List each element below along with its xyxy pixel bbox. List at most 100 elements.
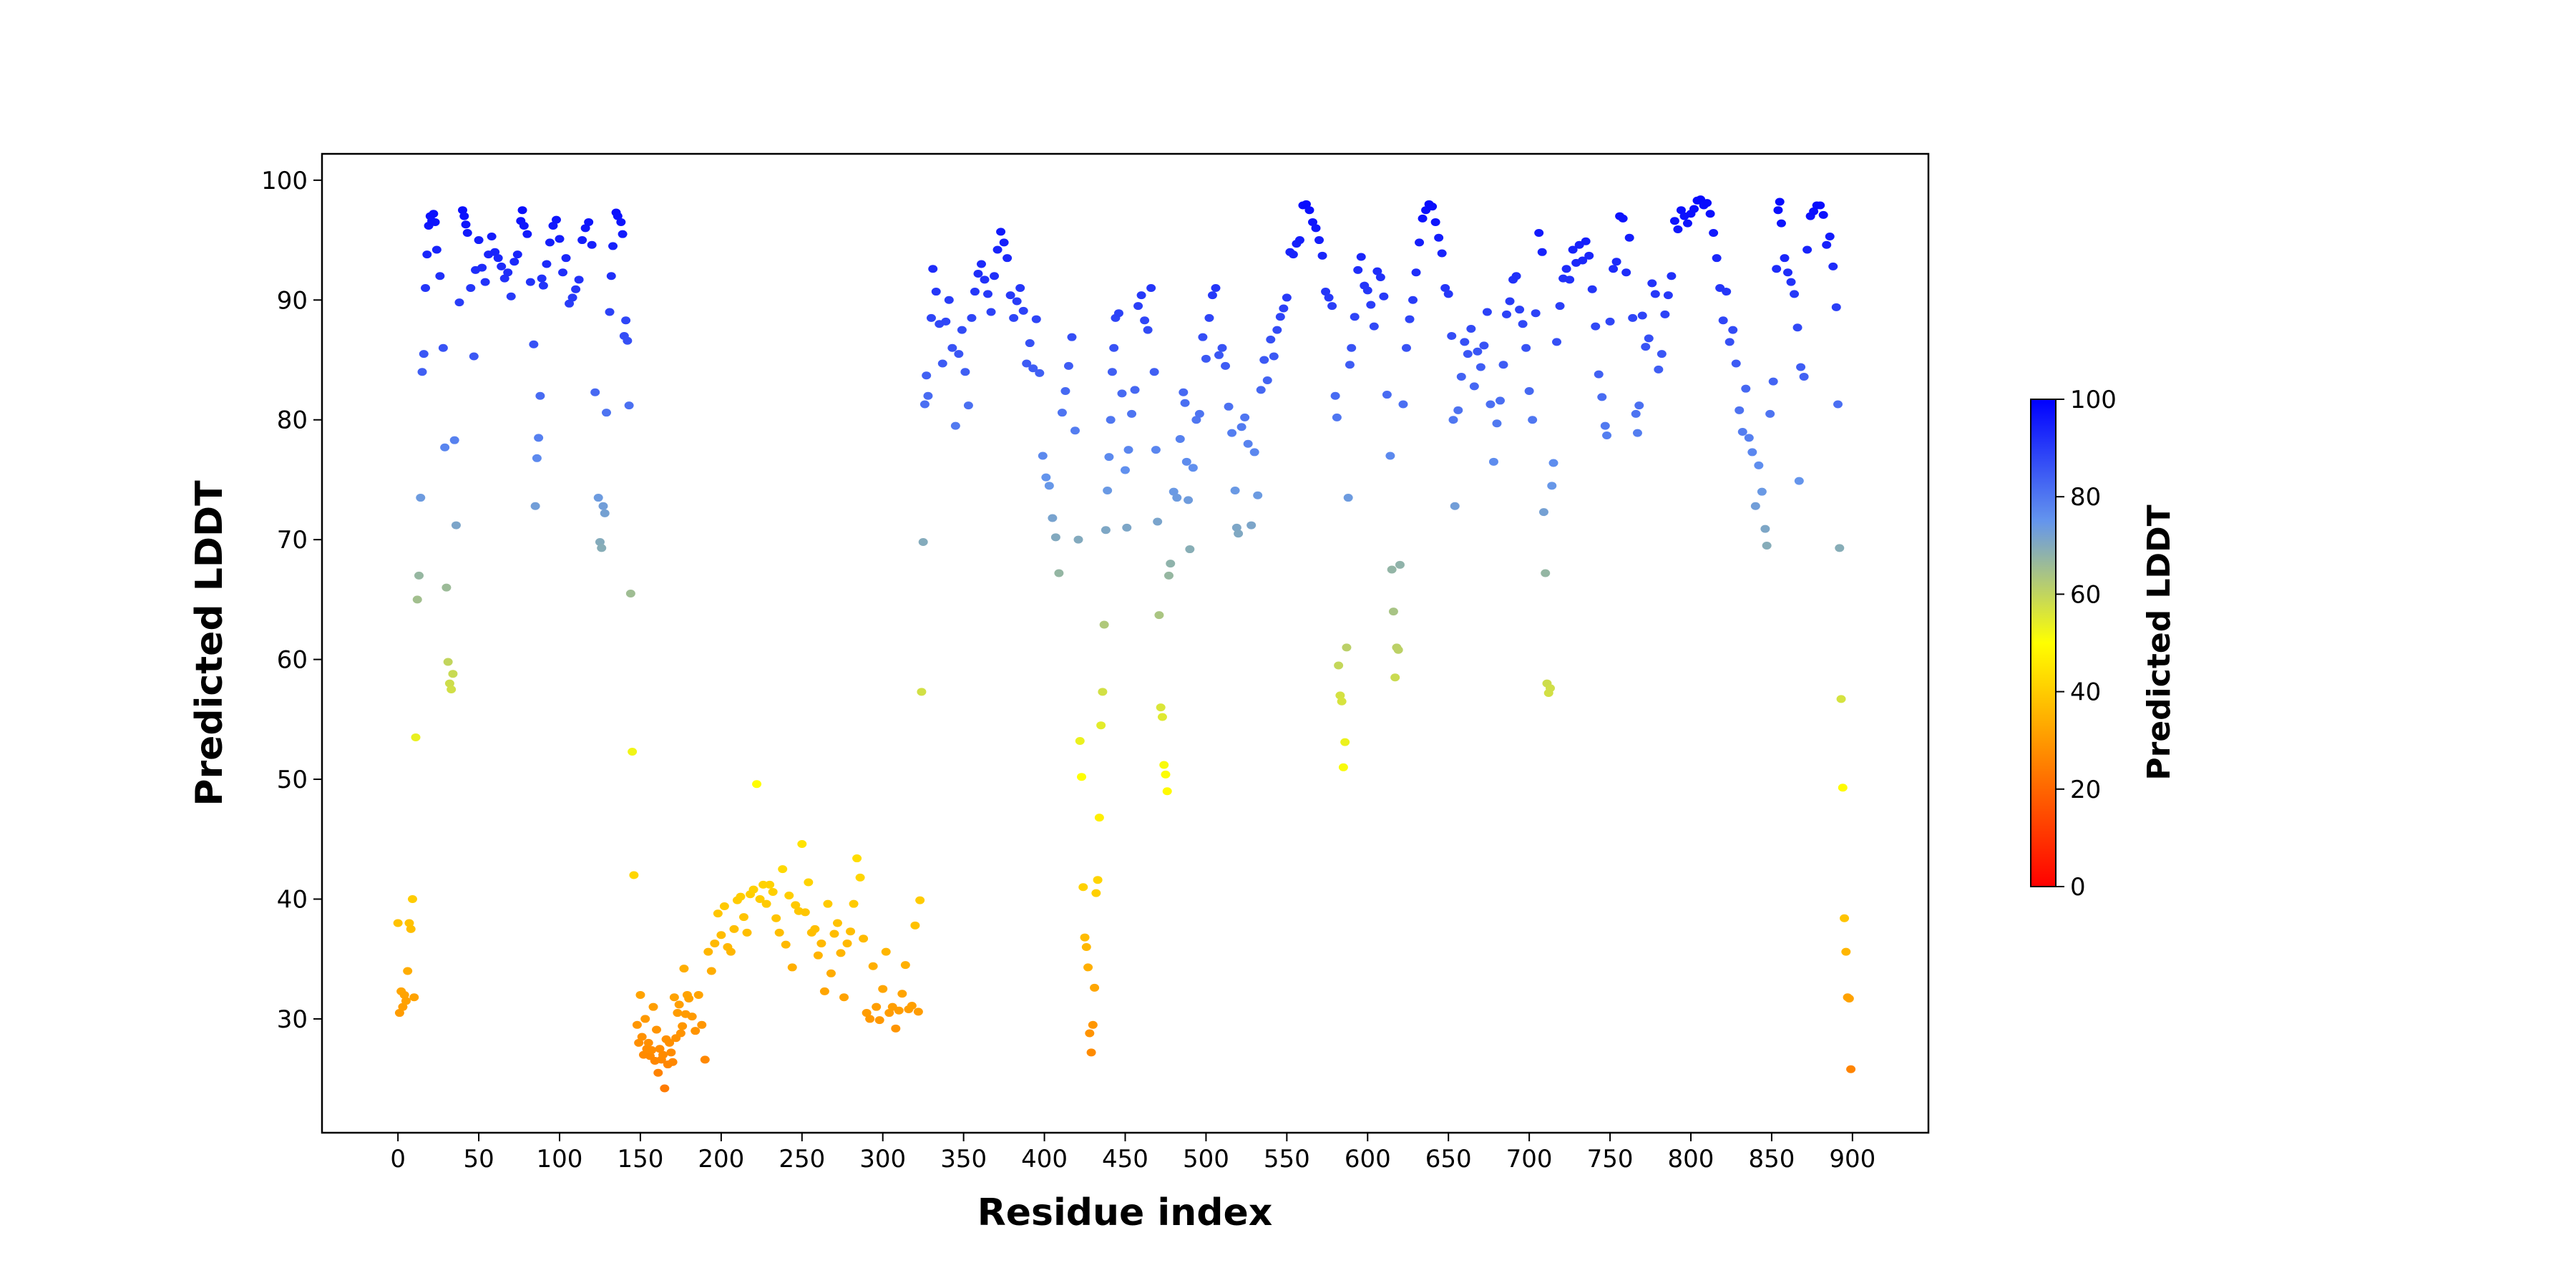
data-point — [768, 887, 778, 896]
data-point — [1809, 207, 1819, 215]
data-point — [409, 993, 419, 1002]
data-point — [477, 263, 487, 272]
data-point — [640, 1015, 650, 1023]
data-point — [398, 1002, 408, 1011]
data-point — [1479, 341, 1489, 350]
data-point — [1246, 521, 1257, 530]
data-point — [1334, 661, 1344, 670]
data-point — [1841, 947, 1851, 956]
data-point — [774, 928, 784, 937]
data-point — [600, 509, 610, 517]
data-point — [1362, 286, 1372, 295]
data-point — [1760, 525, 1770, 533]
data-point — [1597, 393, 1607, 401]
data-point — [1702, 199, 1712, 208]
data-point — [960, 368, 970, 376]
x-tick-label: 0 — [390, 1145, 406, 1174]
x-tick-label: 400 — [1021, 1145, 1068, 1174]
data-point — [1415, 238, 1425, 247]
data-point — [1757, 487, 1767, 496]
data-point — [878, 985, 888, 993]
data-point — [1411, 268, 1421, 277]
data-point — [1735, 406, 1745, 414]
data-point — [1153, 517, 1163, 526]
data-point — [1194, 409, 1204, 418]
data-point — [1385, 452, 1395, 460]
x-tick-label: 150 — [617, 1145, 663, 1174]
data-point — [1180, 399, 1190, 407]
data-point — [1372, 267, 1382, 275]
data-point — [1044, 482, 1054, 490]
data-point — [1054, 569, 1064, 577]
data-point — [519, 221, 529, 230]
data-point — [1833, 400, 1843, 409]
data-point — [561, 254, 571, 263]
data-point — [1667, 272, 1677, 280]
data-point — [1469, 382, 1479, 391]
data-point — [1584, 251, 1594, 260]
data-point — [1473, 347, 1483, 356]
data-point — [1578, 256, 1588, 265]
data-point — [1783, 268, 1793, 277]
data-point — [1048, 514, 1058, 522]
data-point — [1450, 502, 1460, 510]
data-point — [534, 434, 544, 442]
data-point — [422, 250, 432, 259]
data-point — [919, 400, 930, 409]
data-point — [1366, 301, 1376, 309]
data-point — [624, 401, 634, 410]
data-point — [923, 391, 933, 400]
data-point — [490, 248, 500, 256]
data-point — [1288, 250, 1298, 259]
data-point — [819, 987, 829, 995]
colorbar-tick-label: 0 — [2070, 873, 2086, 902]
data-point — [545, 238, 555, 247]
data-point — [1498, 361, 1508, 369]
x-tick-label: 450 — [1102, 1145, 1148, 1174]
data-point — [900, 961, 910, 970]
data-point — [1609, 265, 1619, 273]
data-point — [1747, 448, 1757, 457]
data-point — [1453, 406, 1463, 414]
data-point — [1846, 1065, 1856, 1073]
data-point — [1041, 473, 1051, 482]
data-point — [537, 274, 547, 283]
data-point — [621, 316, 631, 325]
x-tick-label: 250 — [779, 1145, 825, 1174]
data-point — [1443, 290, 1453, 298]
data-point — [996, 228, 1006, 236]
data-point — [430, 218, 440, 226]
data-point — [836, 949, 846, 957]
data-point — [1321, 288, 1331, 296]
scatter-points — [393, 195, 1856, 1093]
data-point — [716, 931, 726, 940]
data-point — [1207, 291, 1217, 300]
data-point — [421, 284, 431, 293]
data-point — [787, 963, 797, 972]
data-point — [634, 1038, 644, 1047]
data-point — [1253, 491, 1263, 499]
data-point — [1002, 254, 1013, 263]
data-point — [954, 350, 964, 358]
data-point — [618, 230, 628, 238]
x-tick-label: 600 — [1345, 1145, 1391, 1174]
data-point — [1012, 297, 1022, 306]
data-point — [1488, 457, 1498, 466]
data-point — [1581, 237, 1591, 245]
data-point — [986, 308, 996, 316]
data-point — [1611, 258, 1621, 266]
data-point — [1090, 983, 1100, 992]
data-point — [1275, 313, 1285, 321]
data-point — [918, 538, 928, 547]
data-point — [1221, 361, 1231, 370]
data-point — [1204, 313, 1214, 322]
data-point — [606, 272, 616, 280]
data-point — [1035, 369, 1045, 377]
data-point — [629, 871, 639, 879]
data-point — [1015, 284, 1025, 293]
data-point — [1722, 288, 1732, 296]
data-point — [1518, 320, 1528, 328]
data-point — [931, 288, 941, 296]
data-point — [567, 293, 577, 302]
